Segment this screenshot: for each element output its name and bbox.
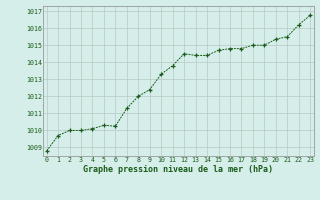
X-axis label: Graphe pression niveau de la mer (hPa): Graphe pression niveau de la mer (hPa) — [84, 165, 273, 174]
